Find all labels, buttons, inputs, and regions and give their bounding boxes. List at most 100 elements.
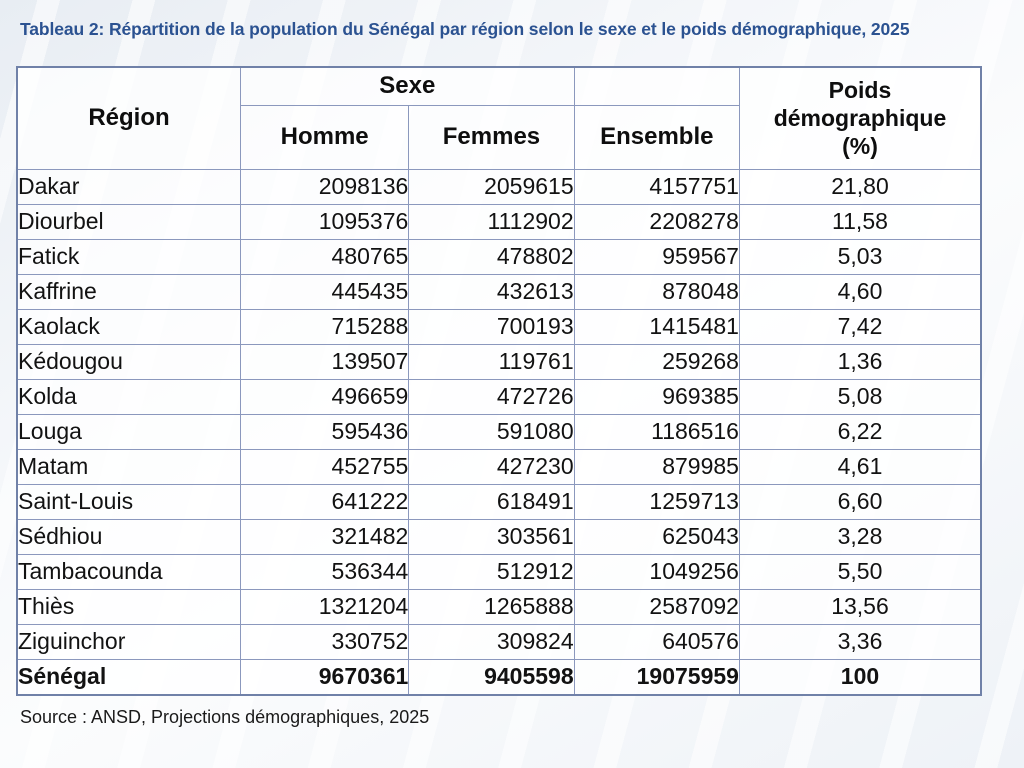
cell-femmes: 700193 [408, 308, 575, 345]
cell-region: Thiès [16, 588, 241, 625]
cell-region: Sédhiou [16, 518, 241, 555]
cell-ensemble: 1049256 [573, 553, 740, 590]
cell-femmes: 432613 [408, 273, 575, 310]
cell-femmes: 119761 [408, 343, 575, 380]
cell-homme: 641222 [239, 483, 410, 520]
table-row: Diourbel 1095376 1112902 2208278 11,58 [16, 203, 982, 240]
table-row: Kédougou 139507 119761 259268 1,36 [16, 343, 982, 380]
table-row: Saint-Louis 641222 618491 1259713 6,60 [16, 483, 982, 520]
cell-femmes: 309824 [408, 623, 575, 660]
col-header-poids: Poids démographique (%) [738, 66, 982, 170]
cell-homme: 715288 [239, 308, 410, 345]
cell-ensemble: 1186516 [573, 413, 740, 450]
cell-homme: 9670361 [239, 658, 410, 696]
cell-femmes: 427230 [408, 448, 575, 485]
cell-poids: 6,60 [738, 483, 982, 520]
table-row: Thiès 1321204 1265888 2587092 13,56 [16, 588, 982, 625]
cell-poids: 3,36 [738, 623, 982, 660]
cell-homme: 480765 [239, 238, 410, 275]
cell-homme: 139507 [239, 343, 410, 380]
table-row: Kaffrine 445435 432613 878048 4,60 [16, 273, 982, 310]
col-header-homme: Homme [239, 104, 410, 170]
population-table: Région Sexe Poids démographique (%) Homm… [16, 66, 982, 696]
table-row: Ziguinchor 330752 309824 640576 3,36 [16, 623, 982, 660]
cell-homme: 2098136 [239, 168, 410, 205]
table-header: Région Sexe Poids démographique (%) Homm… [16, 66, 982, 170]
cell-femmes: 472726 [408, 378, 575, 415]
col-header-sexe: Sexe [239, 66, 575, 106]
cell-ensemble: 19075959 [573, 658, 740, 696]
table-row: Kolda 496659 472726 969385 5,08 [16, 378, 982, 415]
cell-homme: 496659 [239, 378, 410, 415]
cell-ensemble: 2208278 [573, 203, 740, 240]
cell-homme: 1095376 [239, 203, 410, 240]
cell-poids: 100 [738, 658, 982, 696]
cell-ensemble: 2587092 [573, 588, 740, 625]
cell-ensemble: 4157751 [573, 168, 740, 205]
cell-region: Kaffrine [16, 273, 241, 310]
cell-homme: 1321204 [239, 588, 410, 625]
cell-poids: 5,50 [738, 553, 982, 590]
cell-poids: 1,36 [738, 343, 982, 380]
table-row: Louga 595436 591080 1186516 6,22 [16, 413, 982, 450]
cell-ensemble: 1259713 [573, 483, 740, 520]
cell-femmes: 478802 [408, 238, 575, 275]
cell-region: Saint-Louis [16, 483, 241, 520]
cell-femmes: 512912 [408, 553, 575, 590]
col-header-empty [573, 66, 740, 106]
cell-poids: 13,56 [738, 588, 982, 625]
table-row-total: Sénégal 9670361 9405598 19075959 100 [16, 658, 982, 696]
cell-region: Ziguinchor [16, 623, 241, 660]
cell-poids: 6,22 [738, 413, 982, 450]
cell-ensemble: 969385 [573, 378, 740, 415]
cell-poids: 5,03 [738, 238, 982, 275]
cell-region: Matam [16, 448, 241, 485]
cell-region: Kolda [16, 378, 241, 415]
cell-femmes: 1112902 [408, 203, 575, 240]
cell-poids: 4,60 [738, 273, 982, 310]
table-row: Sédhiou 321482 303561 625043 3,28 [16, 518, 982, 555]
table-row: Dakar 2098136 2059615 4157751 21,80 [16, 168, 982, 205]
cell-ensemble: 625043 [573, 518, 740, 555]
cell-ensemble: 640576 [573, 623, 740, 660]
cell-ensemble: 878048 [573, 273, 740, 310]
table-row: Tambacounda 536344 512912 1049256 5,50 [16, 553, 982, 590]
cell-region: Louga [16, 413, 241, 450]
cell-poids: 11,58 [738, 203, 982, 240]
cell-homme: 330752 [239, 623, 410, 660]
cell-region: Dakar [16, 168, 241, 205]
cell-femmes: 9405598 [408, 658, 575, 696]
cell-homme: 595436 [239, 413, 410, 450]
cell-femmes: 303561 [408, 518, 575, 555]
cell-poids: 21,80 [738, 168, 982, 205]
cell-poids: 4,61 [738, 448, 982, 485]
table-title: Tableau 2: Répartition de la population … [20, 19, 910, 39]
col-header-ensemble: Ensemble [573, 104, 740, 170]
cell-homme: 452755 [239, 448, 410, 485]
cell-ensemble: 879985 [573, 448, 740, 485]
table-row: Matam 452755 427230 879985 4,61 [16, 448, 982, 485]
source-note: Source : ANSD, Projections démographique… [20, 707, 430, 727]
cell-femmes: 2059615 [408, 168, 575, 205]
cell-poids: 3,28 [738, 518, 982, 555]
cell-femmes: 591080 [408, 413, 575, 450]
table-row: Fatick 480765 478802 959567 5,03 [16, 238, 982, 275]
table-row: Kaolack 715288 700193 1415481 7,42 [16, 308, 982, 345]
cell-region: Sénégal [16, 658, 241, 696]
table-body: Dakar 2098136 2059615 4157751 21,80 Diourbel 1… [16, 168, 982, 696]
cell-region: Kaolack [16, 308, 241, 345]
cell-poids: 5,08 [738, 378, 982, 415]
cell-region: Diourbel [16, 203, 241, 240]
cell-femmes: 618491 [408, 483, 575, 520]
cell-ensemble: 259268 [573, 343, 740, 380]
cell-region: Fatick [16, 238, 241, 275]
cell-poids: 7,42 [738, 308, 982, 345]
cell-homme: 445435 [239, 273, 410, 310]
cell-region: Kédougou [16, 343, 241, 380]
cell-homme: 536344 [239, 553, 410, 590]
cell-region: Tambacounda [16, 553, 241, 590]
cell-ensemble: 1415481 [573, 308, 740, 345]
cell-homme: 321482 [239, 518, 410, 555]
cell-ensemble: 959567 [573, 238, 740, 275]
